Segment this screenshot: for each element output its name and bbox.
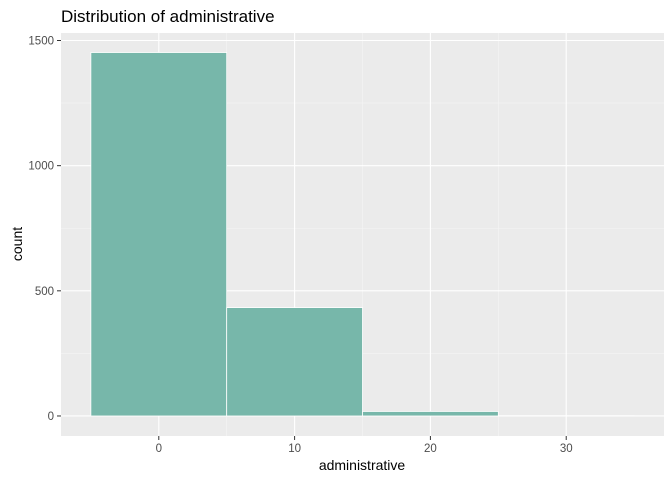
y-tick-label: 1000 <box>28 161 54 173</box>
x-axis-title: administrative <box>319 457 406 473</box>
y-tick-label: 500 <box>35 286 54 298</box>
histogram-bar <box>91 53 227 416</box>
y-axis-title: count <box>9 227 25 261</box>
histogram-bar <box>363 411 499 416</box>
chart-title: Distribution of administrative <box>61 7 275 26</box>
histogram-bar <box>227 308 363 416</box>
y-tick-label: 0 <box>48 411 54 423</box>
x-axis-ticks: 0 10 20 30 <box>156 436 573 455</box>
x-tick-label: 20 <box>424 443 437 455</box>
y-tick-label: 1500 <box>28 36 54 48</box>
x-tick-label: 0 <box>156 443 162 455</box>
x-tick-label: 10 <box>288 443 301 455</box>
x-tick-label: 30 <box>560 443 573 455</box>
y-axis-ticks: 0 500 1000 1500 <box>28 36 61 423</box>
